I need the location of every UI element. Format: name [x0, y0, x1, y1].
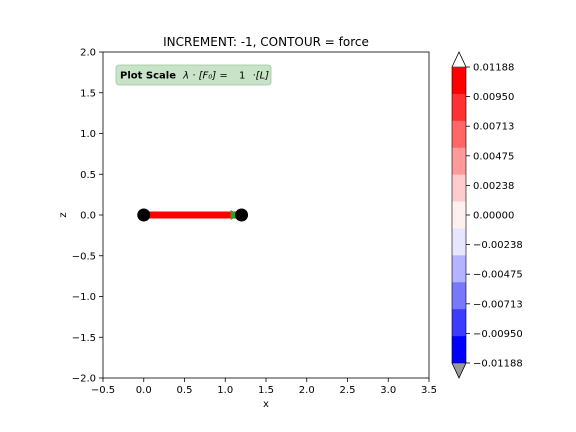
- y-tick-label: 0.5: [80, 170, 96, 181]
- node-marker: [137, 208, 151, 222]
- plot-area: −0.5 0.0 0.5 1.0 1.5 2.0 2.5 3.0 3.5 −2.0 −1.5 −1.…: [72, 48, 437, 397]
- y-tick-label: 1.0: [80, 129, 96, 140]
- colorbar: 0.01188 0.00950 0.00713 0.00475 0.00238 0.000…: [451, 51, 523, 379]
- x-tick-label: 1.5: [258, 385, 274, 396]
- colorbar-tick-label: −0.00238: [473, 240, 523, 251]
- x-tick-label: 0.0: [136, 385, 152, 396]
- colorbar-tick-label: −0.01188: [473, 359, 523, 370]
- y-tick-label: −1.0: [72, 292, 96, 303]
- x-axis-label: x: [263, 399, 269, 410]
- colorbar-segment: [452, 67, 466, 95]
- plot-scale-annotation: Plot Scale λ · [F₀] = 1 ·[L]: [115, 64, 272, 86]
- x-tick-label: 3.5: [421, 385, 437, 396]
- annotation-box: [115, 64, 272, 86]
- y-tick-label: −1.5: [72, 333, 96, 344]
- colorbar-tick-label: 0.00238: [473, 181, 514, 192]
- x-tick-label: −0.5: [91, 385, 115, 396]
- colorbar-tick-label: −0.00713: [473, 299, 523, 310]
- y-tick-label: 1.5: [80, 88, 96, 99]
- x-tick-label: 1.0: [217, 385, 233, 396]
- y-tick-label: −0.5: [72, 251, 96, 262]
- colorbar-segment: [452, 93, 466, 122]
- annotation-bold: Plot Scale: [120, 71, 176, 82]
- chart-title: INCREMENT: -1, CONTOUR = force: [163, 35, 369, 49]
- y-tick-label: −2.0: [72, 374, 96, 385]
- colorbar-tick-label: 0.00713: [473, 122, 514, 133]
- colorbar-tick-label: 0.00950: [473, 92, 514, 103]
- svg-text:Plot Scale λ · [F₀] =: Plot Scale λ · [F₀] = 1 ·[L]: [120, 71, 269, 82]
- colorbar-segment: [452, 336, 466, 364]
- y-tick-label: 2.0: [80, 48, 96, 59]
- colorbar-segment: [452, 174, 466, 202]
- colorbar-segment: [452, 201, 466, 229]
- colorbar-tick-label: −0.00475: [473, 270, 523, 281]
- colorbar-segment: [452, 120, 466, 149]
- colorbar-segment: [452, 228, 466, 256]
- colorbar-segment: [452, 255, 466, 283]
- x-axis-ticks: −0.5 0.0 0.5 1.0 1.5 2.0 2.5 3.0 3.5: [91, 378, 437, 396]
- colorbar-extend-over: [451, 51, 467, 68]
- colorbar-tick-label: 0.00475: [473, 151, 514, 162]
- annotation-unit: ·[L]: [253, 71, 270, 82]
- x-tick-label: 0.5: [177, 385, 193, 396]
- annotation-formula: λ · [F₀] =: [182, 71, 228, 82]
- x-tick-label: 3.0: [380, 385, 396, 396]
- structure-geometry: [137, 208, 249, 222]
- y-tick-label: 0.0: [80, 211, 96, 222]
- y-axis-label: z: [58, 212, 69, 217]
- colorbar-segment: [452, 282, 466, 310]
- node-marker: [235, 208, 249, 222]
- colorbar-tick-label: 0.00000: [473, 211, 514, 222]
- x-tick-label: 2.0: [299, 385, 315, 396]
- y-axis-ticks: −2.0 −1.5 −1.0 −0.5 0.0 0.5 1.0 1.5 2.0: [72, 48, 103, 385]
- colorbar-segment: [452, 147, 466, 175]
- colorbar-tick-label: 0.01188: [473, 63, 514, 74]
- colorbar-extend-under: [451, 362, 467, 379]
- colorbar-tick-label: −0.00950: [473, 329, 523, 340]
- colorbar-segment: [452, 309, 466, 337]
- annotation-value: 1: [239, 71, 245, 82]
- x-tick-label: 2.5: [340, 385, 356, 396]
